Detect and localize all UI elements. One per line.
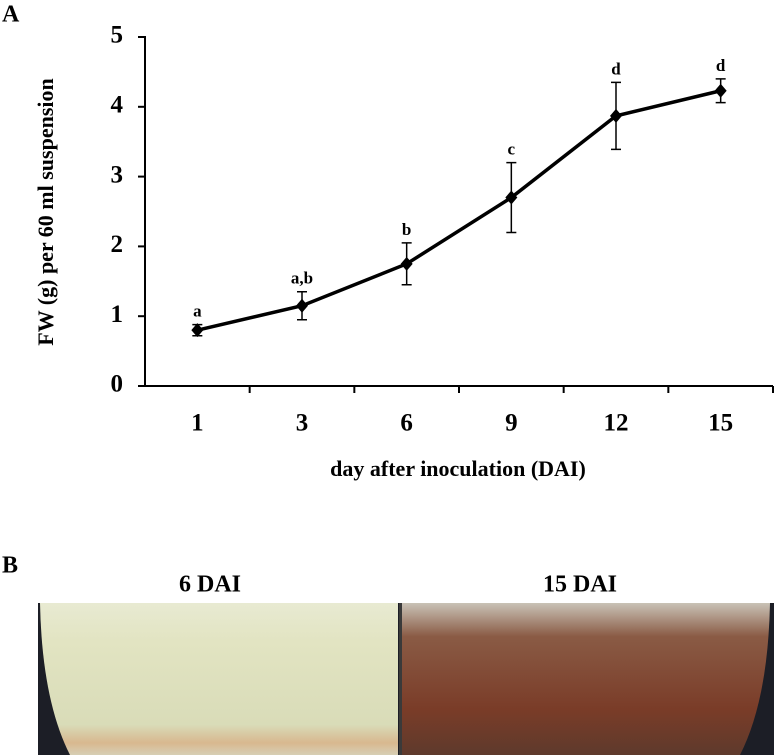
panel-label: B: [2, 553, 18, 579]
marker: [610, 108, 622, 123]
x-tick-label: 9: [505, 410, 518, 437]
photo-label: 15 DAI: [543, 572, 617, 598]
x-tick-label: 12: [604, 410, 629, 437]
x-tick-label: 3: [296, 410, 309, 437]
marker: [296, 298, 308, 313]
photo-label: 6 DAI: [179, 572, 241, 598]
annotation: b: [402, 220, 411, 239]
annotation: d: [716, 56, 726, 75]
annotation: a: [193, 301, 202, 320]
annotation: c: [508, 140, 516, 159]
x-axis-label: day after inoculation (DAI): [330, 456, 586, 481]
marker: [400, 256, 413, 271]
annotation: a,b: [291, 269, 313, 288]
data-line: [196, 89, 722, 332]
x-tick-label: 15: [708, 410, 733, 437]
y-tick-label: 2: [111, 231, 124, 258]
y-tick-label: 1: [111, 301, 124, 328]
y-tick-label: 0: [111, 371, 124, 398]
y-tick-label: 3: [111, 161, 124, 188]
y-axis-label: FW (g) per 60 ml suspension: [33, 78, 58, 346]
marker: [191, 323, 204, 338]
annotation: d: [611, 59, 621, 78]
y-tick-label: 4: [111, 92, 124, 119]
marker: [714, 83, 727, 98]
y-tick-label: 5: [111, 22, 124, 49]
panel-label: A: [2, 2, 20, 28]
x-tick-label: 6: [400, 410, 413, 437]
x-tick-label: 1: [191, 410, 204, 437]
photo: [38, 603, 774, 755]
marker: [505, 190, 518, 205]
